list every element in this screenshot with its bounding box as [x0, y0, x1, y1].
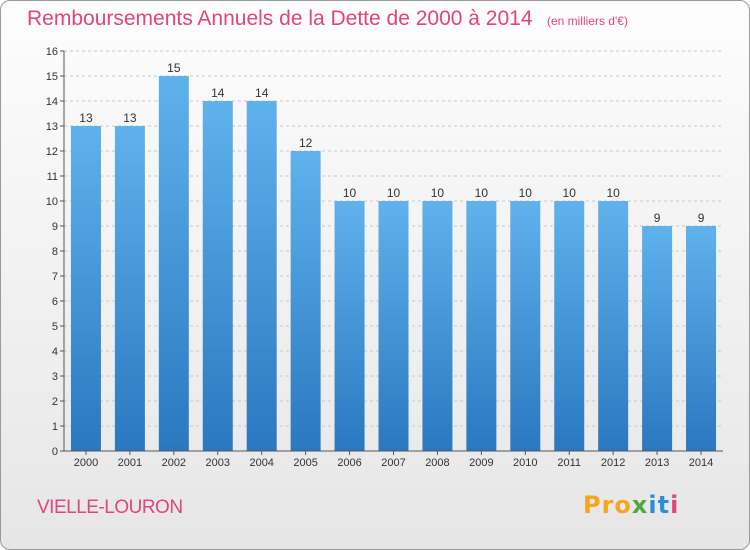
bar: [378, 201, 409, 451]
x-tick-label: 2012: [601, 457, 625, 469]
bars: [70, 76, 717, 451]
x-tick-label: 2009: [469, 457, 493, 469]
y-tick-label: 6: [52, 296, 58, 308]
y-tick-label: 9: [52, 221, 58, 233]
data-label: 13: [123, 111, 137, 125]
data-label: 14: [211, 86, 225, 100]
bar: [598, 201, 629, 451]
x-tick-label: 2014: [689, 457, 713, 469]
data-label: 10: [563, 186, 577, 200]
bar: [202, 101, 233, 451]
x-tick-label: 2007: [381, 457, 405, 469]
x-tick-label: 2013: [645, 457, 669, 469]
bar: [422, 201, 453, 451]
proxiti-logo: Proxiti: [583, 491, 679, 519]
y-tick-label: 11: [47, 171, 58, 183]
bar: [554, 201, 585, 451]
y-tick-label: 2: [52, 396, 58, 408]
data-label: 14: [255, 86, 269, 100]
data-label: 10: [475, 186, 489, 200]
y-tick-label: 7: [52, 271, 58, 283]
y-tick-label: 14: [46, 96, 58, 108]
x-tick-label: 2000: [74, 457, 98, 469]
x-tick-label: 2004: [249, 457, 273, 469]
bar: [246, 101, 277, 451]
y-tick-label: 1: [52, 421, 58, 433]
data-label: 13: [79, 111, 93, 125]
logo-part-2: x: [631, 491, 649, 519]
data-label: 9: [698, 211, 705, 225]
logo-part-3: it: [648, 491, 671, 519]
y-tick-label: 8: [52, 246, 58, 258]
x-tick-label: 2003: [206, 457, 230, 469]
data-label: 10: [606, 186, 620, 200]
y-tick-label: 3: [52, 371, 58, 383]
x-tick-label: 2008: [425, 457, 449, 469]
y-tick-label: 0: [52, 446, 58, 458]
y-tick-label: 16: [46, 46, 58, 58]
bar: [642, 226, 673, 451]
y-tick-label: 13: [46, 121, 58, 133]
x-tick-label: 2006: [337, 457, 361, 469]
bar: [158, 76, 189, 451]
data-label: 10: [387, 186, 401, 200]
chart-unit: (en milliers d'€): [546, 14, 628, 28]
y-tick-label: 4: [52, 346, 58, 358]
data-label: 10: [519, 186, 533, 200]
data-label: 10: [431, 186, 445, 200]
logo-part-4: i: [670, 491, 680, 519]
bar: [510, 201, 541, 451]
y-tick-label: 10: [46, 196, 58, 208]
y-tick-label: 15: [46, 71, 58, 83]
y-tick-label: 5: [52, 321, 58, 333]
x-tick-label: 2002: [162, 457, 186, 469]
data-label: 10: [343, 186, 357, 200]
commune-name: VIELLE-LOURON: [37, 497, 183, 518]
bar: [466, 201, 497, 451]
x-tick-label: 2005: [293, 457, 317, 469]
data-labels: 13 13 15 14 14 12 10 10 10 10 10 10 10 9 9: [79, 61, 704, 225]
bar: [686, 226, 717, 451]
x-tick-label: 2001: [118, 457, 142, 469]
bar: [114, 126, 145, 451]
bar: [70, 126, 101, 451]
chart-title: Remboursements Annuels de la Dette de 20…: [27, 7, 533, 30]
logo-part-1: Pro: [583, 491, 632, 519]
bar: [334, 201, 365, 451]
x-tick-label: 2011: [557, 457, 581, 469]
x-tick-label: 2010: [513, 457, 537, 469]
title-row: Remboursements Annuels de la Dette de 20…: [27, 7, 628, 31]
data-label: 12: [299, 136, 313, 150]
data-label: 15: [167, 61, 181, 75]
data-label: 9: [654, 211, 661, 225]
y-tick-label: 12: [46, 146, 58, 158]
bar: [290, 151, 321, 451]
